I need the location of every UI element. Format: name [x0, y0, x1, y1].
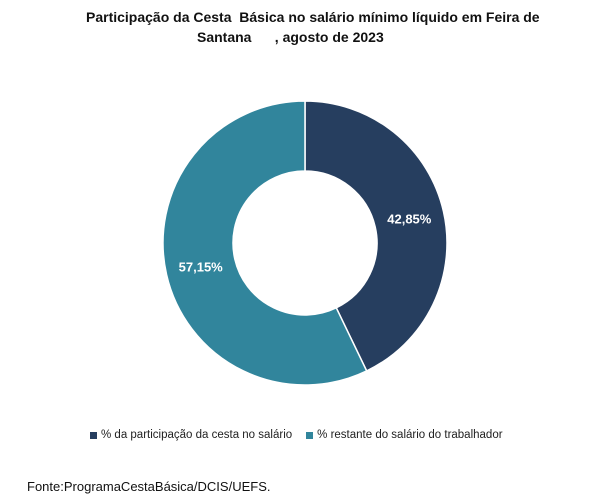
- donut-slice-restante: [162, 100, 368, 386]
- legend-item-cesta: % da participação da cesta no salário: [90, 428, 292, 442]
- legend-marker-cesta: [90, 431, 97, 439]
- data-label-restante: 57,15%: [179, 259, 224, 274]
- donut-labels: 42,85% 57,15%: [179, 212, 432, 275]
- donut-chart: 42,85% 57,15%: [162, 100, 448, 386]
- source-note: Fonte:ProgramaCestaBásica/DCIS/UEFS.: [27, 479, 271, 494]
- donut-slice-cesta: [304, 100, 448, 372]
- chart-legend: % da participação da cesta no salário % …: [90, 428, 503, 442]
- legend-item-restante: % restante do salário do trabalhador: [306, 428, 503, 442]
- legend-marker-restante: [306, 431, 314, 439]
- legend-label-restante: % restante do salário do trabalhador: [317, 429, 503, 441]
- data-label-cesta: 42,85%: [387, 212, 432, 227]
- chart-title-line-1: Participação da Cesta Básica no salário …: [86, 9, 540, 25]
- donut-slices: [162, 100, 448, 386]
- legend-label-cesta: % da participação da cesta no salário: [101, 429, 293, 441]
- chart-title-line-2: Santana , agosto de 2023: [197, 29, 384, 45]
